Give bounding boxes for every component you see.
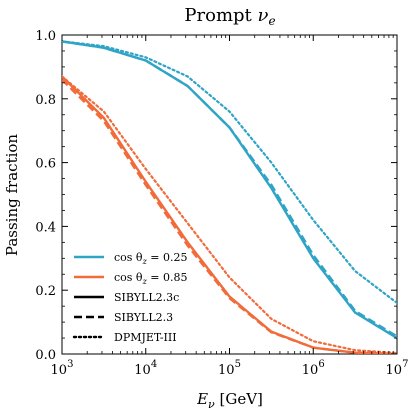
x-tick-label: 107 [386,359,409,378]
legend-label: SIBYLL2.3c [114,291,179,304]
x-tick-label: 104 [134,359,157,378]
y-tick-label: 0.4 [35,220,56,235]
y-axis-label: Passing fraction [3,134,21,257]
legend-entry: DPMJET-III [72,331,177,344]
plot-frame [61,34,398,355]
legend-label: cos θz = 0.85 [114,271,187,286]
y-tick-label: 0.2 [35,284,56,299]
plot-area [61,34,398,355]
y-tick-label: 0.0 [35,348,56,363]
x-axis-label: Eν [GeV] [196,390,263,411]
y-tick-label: 0.8 [35,93,56,108]
axes: 103 104 105 106 107 0.0 0.2 0.4 0.6 0.8 1.0 [35,29,408,378]
series-line-sibyll2-3-cos085 [62,78,397,354]
legend-label: DPMJET-III [114,331,177,344]
series-line-sibyll2-3-cos025 [62,40,397,338]
series-line-dpmjet-iii-cos025 [62,40,397,305]
y-tick-label: 1.0 [35,29,56,44]
x-tick-label: 106 [302,359,325,378]
series-line-dpmjet-iii-cos085 [62,75,397,354]
series-line-sibyll2-3c-cos085 [62,75,397,354]
legend: cos θz = 0.25 cos θz = 0.85 SIBYLL2.3c SIBY… [72,251,187,344]
chart-title: Prompt νe [184,5,275,28]
legend-entry: SIBYLL2.3 [74,311,173,324]
legend-entry: cos θz = 0.85 [74,271,187,286]
x-tick-label: 103 [51,359,74,378]
legend-entry: SIBYLL2.3c [74,291,179,304]
series-layer [62,40,397,354]
x-tick-label: 105 [218,359,241,378]
legend-label: SIBYLL2.3 [114,311,173,324]
series-line-sibyll2-3c-cos025 [62,40,397,340]
legend-entry: cos θz = 0.25 [74,251,187,266]
y-tick-label: 0.6 [35,157,56,172]
legend-label: cos θz = 0.25 [114,251,187,266]
